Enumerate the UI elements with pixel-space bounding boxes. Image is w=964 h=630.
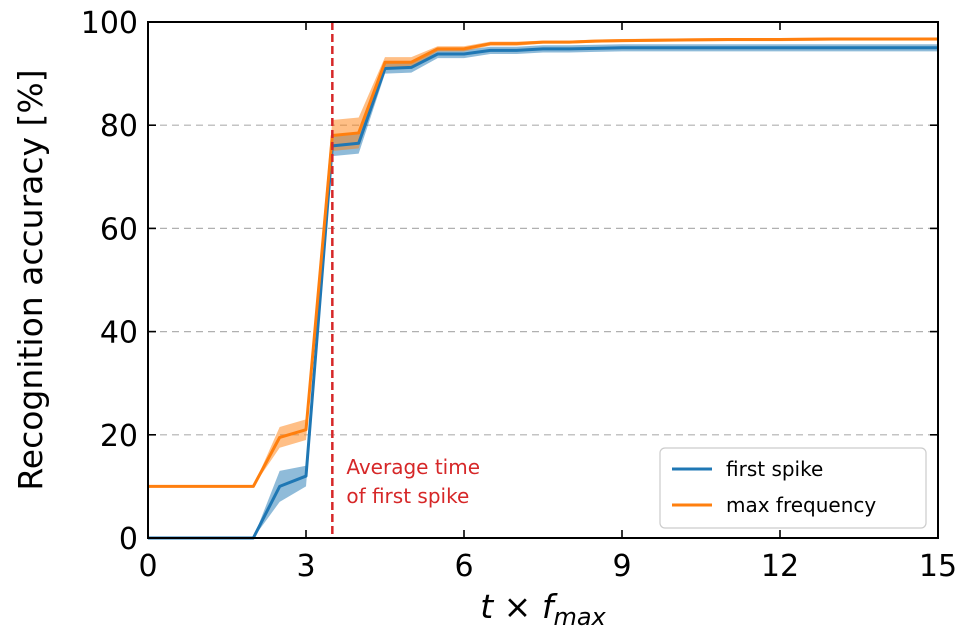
x-tick-label: 9 [612,549,631,584]
axis-ticks [147,21,939,539]
legend: first spike max frequency [659,447,927,529]
x-tick-label: 3 [296,549,315,584]
x-tick-label: 0 [138,549,157,584]
grid-lines [148,124,938,436]
x-axis-label-sub: max [553,603,606,630]
x-axis-label: t × fmax [480,587,606,630]
series-line-0 [148,46,938,540]
legend-label: first spike [726,457,823,481]
y-tick-label: 100 [81,6,138,41]
y-tick-label: 60 [100,212,138,247]
series-lines [148,37,938,540]
y-axis-label: Recognition accuracy [%] [11,69,50,490]
legend-box [659,447,927,529]
tick-labels: 0 3 6 9 12 15 0 20 40 60 80 100 [81,6,957,584]
legend-label: max frequency [726,493,876,517]
y-tick-label: 80 [100,109,138,144]
band-1 [148,37,938,487]
y-tick-label: 40 [100,316,138,351]
x-tick-label: 6 [454,549,473,584]
x-tick-label: 15 [919,549,957,584]
confidence-bands [148,37,938,539]
annotation-line-2: of first spike [346,484,469,508]
y-tick-label: 20 [100,419,138,454]
y-tick-label: 0 [119,522,138,557]
x-axis-label-base: t × f [480,587,558,626]
annotation-line-1: Average time [346,455,480,479]
series-line-1 [148,37,938,488]
x-tick-label: 12 [761,549,799,584]
plot-frame [147,21,939,539]
